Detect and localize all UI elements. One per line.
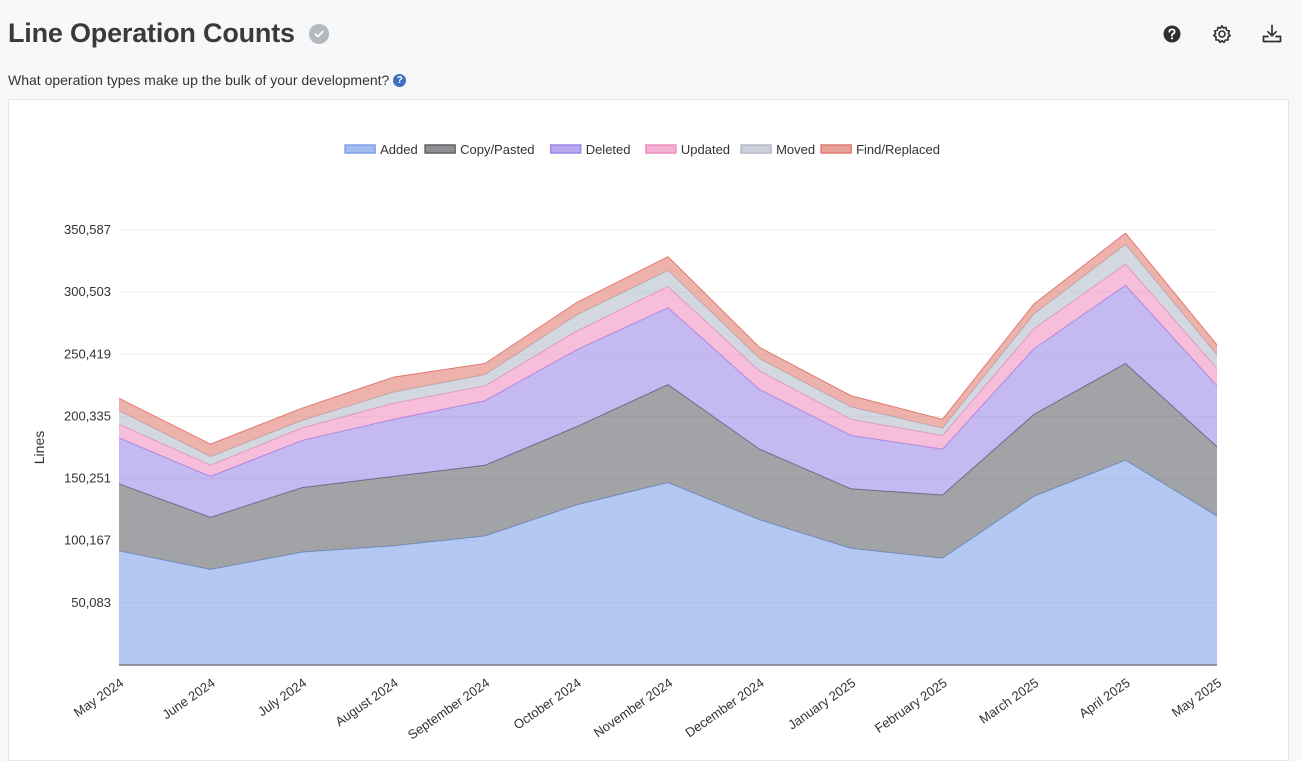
legend-label: Deleted [586,142,631,157]
chart-panel: 50,083 100,167 150,251 200,335 250,419 300,50… [8,99,1289,761]
verified-check-icon [309,24,329,44]
x-tick-label: October 2024 [511,675,584,732]
page-subtitle: What operation types make up the bulk of… [8,72,389,88]
x-tick-label: January 2025 [785,675,858,732]
legend-swatch [425,145,455,153]
x-tick-label: June 2024 [159,675,217,722]
legend-swatch [345,145,375,153]
legend-swatch [741,145,771,153]
legend-label: Find/Replaced [856,142,940,157]
y-tick-label: 100,167 [64,533,111,548]
legend-item-copy-pasted[interactable]: Copy/Pasted [425,142,534,157]
download-icon[interactable] [1260,22,1284,46]
y-tick-label: 50,083 [71,595,111,610]
legend-item-deleted[interactable]: Deleted [551,142,631,157]
page-title: Line Operation Counts [8,18,295,49]
x-tick-label: September 2024 [405,675,492,742]
legend-item-updated[interactable]: Updated [646,142,730,157]
y-tick-label: 350,587 [64,222,111,237]
x-tick-label: April 2025 [1076,675,1133,721]
subtitle-help-icon[interactable]: ? [393,74,406,87]
y-tick-label: 250,419 [64,346,111,361]
legend-label: Copy/Pasted [460,142,534,157]
y-tick-label: 300,503 [64,284,111,299]
x-tick-label: December 2024 [682,675,766,740]
toolbar [1160,22,1284,46]
x-tick-label: March 2025 [976,675,1041,727]
legend-label: Moved [776,142,815,157]
legend-swatch [821,145,851,153]
x-tick-label: July 2024 [255,675,309,719]
settings-icon[interactable] [1210,22,1234,46]
x-tick-label: May 2024 [71,675,126,720]
subtitle-row: What operation types make up the bulk of… [8,72,406,88]
x-tick-label: February 2025 [872,675,950,736]
y-tick-label: 150,251 [64,471,111,486]
x-tick-label: August 2024 [332,675,400,729]
x-tick-label: May 2025 [1169,675,1224,720]
legend-swatch [551,145,581,153]
legend-item-find-replaced[interactable]: Find/Replaced [821,142,940,157]
legend-label: Updated [681,142,730,157]
legend-label: Added [380,142,418,157]
x-tick-label: November 2024 [591,675,675,740]
legend-item-added[interactable]: Added [345,142,418,157]
line-operation-chart: 50,083 100,167 150,251 200,335 250,419 300,50… [9,100,1288,760]
y-tick-label: 200,335 [64,408,111,423]
legend-swatch [646,145,676,153]
title-row: Line Operation Counts [8,18,329,49]
help-icon[interactable] [1160,22,1184,46]
legend: Added Copy/Pasted Deleted Updated Moved Find/… [345,142,940,157]
legend-item-moved[interactable]: Moved [741,142,815,157]
y-axis-label: Lines [31,431,47,464]
